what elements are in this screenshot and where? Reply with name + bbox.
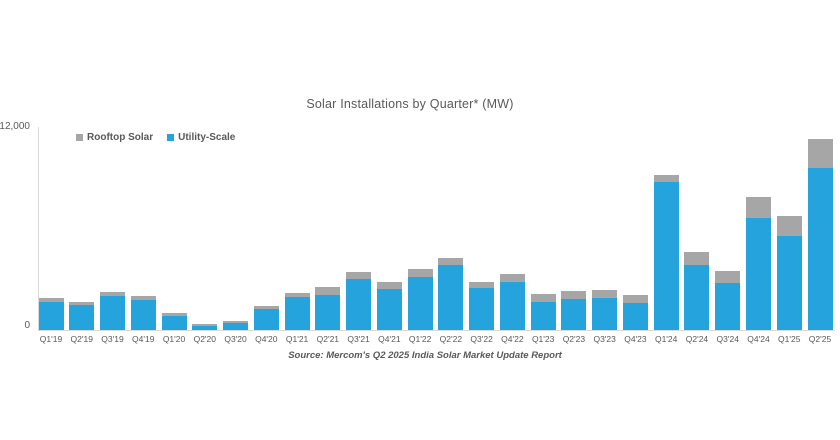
x-axis-tick-label: Q1'19: [39, 334, 63, 344]
bar-segment-rooftop: [130, 296, 156, 300]
bar-segment-utility: [223, 323, 249, 330]
x-axis-tick-label: Q4'21: [378, 334, 401, 344]
bar-segment-utility: [284, 297, 310, 330]
bar-segment-utility: [438, 265, 464, 330]
bar-segment-rooftop: [315, 287, 341, 295]
x-axis-tick-label: Q2'25: [808, 334, 832, 344]
bar-segment-rooftop: [161, 313, 187, 316]
bar-segment-rooftop: [561, 291, 587, 299]
bar-segment-utility: [776, 236, 802, 330]
x-axis-tick-label: Q4'20: [255, 334, 278, 344]
x-axis-tick-label: Q1'25: [778, 334, 801, 344]
bar-segment-utility: [100, 296, 126, 330]
x-axis-tick-label: Q4'24: [747, 334, 770, 344]
legend-item-rooftop: Rooftop Solar: [76, 132, 153, 143]
x-axis-tick-label: Q4'19: [132, 334, 155, 344]
x-axis-tick-label: Q2'23: [562, 334, 586, 344]
bar-segment-rooftop: [684, 252, 710, 265]
x-axis-tick-label: Q2'19: [70, 334, 93, 344]
x-axis-tick-label: Q3'19: [101, 334, 124, 344]
bar-segment-rooftop: [653, 175, 679, 182]
bar-segment-utility: [38, 302, 64, 330]
legend-label-rooftop: Rooftop Solar: [87, 132, 154, 143]
bar-segment-utility: [69, 305, 95, 330]
bar-segment-rooftop: [438, 258, 464, 265]
bar-segment-rooftop: [469, 282, 495, 288]
bar-segment-utility: [684, 265, 710, 330]
bar-segment-utility: [499, 282, 525, 330]
bar-segment-rooftop: [745, 197, 771, 218]
bar-segment-rooftop: [223, 321, 249, 323]
bar-segment-utility: [315, 295, 341, 330]
y-axis-tick-max: 12,000: [0, 121, 30, 132]
x-axis-tick-label: Q3'21: [347, 334, 370, 344]
source-note: Source: Mercom's Q2 2025 India Solar Mar…: [288, 350, 562, 361]
bar-segment-utility: [346, 279, 372, 330]
bar-segment-rooftop: [192, 324, 218, 326]
x-axis-tick-label: Q2'22: [439, 334, 463, 344]
y-axis-line: [38, 127, 39, 330]
x-axis-tick-label: Q3'23: [593, 334, 616, 344]
x-axis-tick-label: Q2'24: [685, 334, 709, 344]
x-axis-tick-label: Q1'23: [531, 334, 555, 344]
bar-segment-rooftop: [38, 298, 64, 302]
x-axis-line: [38, 330, 835, 331]
bar-segment-rooftop: [346, 272, 372, 279]
bar-segment-rooftop: [376, 282, 402, 289]
bar-segment-utility: [653, 182, 679, 330]
bar-segment-utility: [407, 277, 433, 330]
bar-segment-rooftop: [407, 269, 433, 277]
bar-segment-utility: [253, 309, 279, 330]
bar-segment-utility: [561, 299, 587, 330]
x-axis-tick-label: Q3'24: [716, 334, 739, 344]
bar-segment-utility: [745, 218, 771, 330]
bar-segment-rooftop: [284, 293, 310, 297]
bar-segment-rooftop: [100, 292, 126, 296]
bar-segment-rooftop: [715, 271, 741, 283]
bar-segment-rooftop: [530, 294, 556, 302]
bar-segment-rooftop: [776, 216, 802, 236]
x-axis-tick-label: Q1'20: [162, 334, 186, 344]
bar-segment-utility: [592, 298, 618, 330]
bar-segment-rooftop: [622, 295, 648, 303]
utility-swatch-icon: [167, 134, 175, 141]
x-axis-tick-label: Q2'21: [316, 334, 340, 344]
x-axis-tick-label: Q1'21: [285, 334, 309, 344]
x-axis-tick-label: Q3'20: [224, 334, 247, 344]
bar-segment-utility: [807, 168, 833, 330]
bar-segment-utility: [161, 316, 187, 330]
bar-segment-rooftop: [592, 290, 618, 298]
bar-segment-utility: [130, 300, 156, 330]
y-axis-tick-zero: 0: [24, 320, 30, 331]
bar-segment-rooftop: [69, 302, 95, 305]
legend-label-utility: Utility-Scale: [178, 132, 236, 143]
bar-segment-utility: [622, 303, 648, 330]
bar-segment-utility: [376, 289, 402, 330]
chart-title: Solar Installations by Quarter* (MW): [306, 97, 514, 111]
bar-segment-utility: [192, 326, 218, 330]
x-axis-tick-label: Q1'22: [408, 334, 432, 344]
legend-item-utility: Utility-Scale: [167, 132, 235, 143]
x-axis-tick-label: Q2'20: [193, 334, 216, 344]
bar-segment-rooftop: [807, 139, 833, 168]
bar-segment-rooftop: [253, 306, 279, 309]
x-axis-tick-label: Q3'22: [470, 334, 493, 344]
bar-segment-utility: [715, 283, 741, 330]
x-axis-tick-label: Q4'22: [501, 334, 524, 344]
bar-segment-utility: [469, 288, 495, 330]
chart-legend: Rooftop Solar Utility-Scale: [76, 132, 235, 143]
rooftop-swatch-icon: [76, 134, 83, 141]
x-axis-tick-label: Q1'24: [654, 334, 678, 344]
bar-segment-utility: [530, 302, 556, 330]
bar-segment-rooftop: [499, 274, 525, 282]
x-axis-tick-label: Q4'23: [624, 334, 647, 344]
